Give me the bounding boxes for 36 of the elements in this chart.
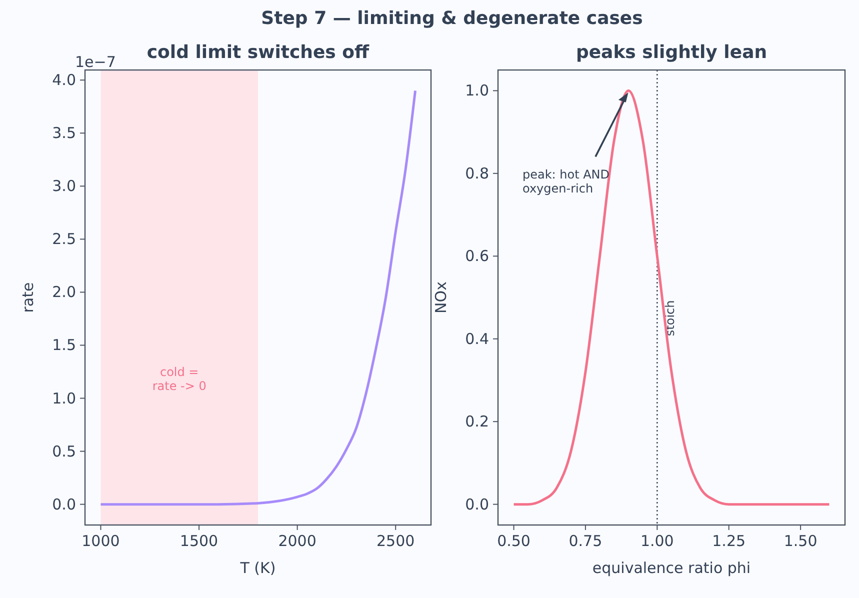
y-tick-label: 2.0 bbox=[52, 283, 76, 302]
y-tick-label: 3.5 bbox=[52, 124, 76, 142]
y-tick-label: 4.0 bbox=[52, 71, 76, 90]
chart-title: cold limit switches off bbox=[146, 42, 370, 63]
x-tick-label: 1.50 bbox=[784, 532, 818, 550]
line-series bbox=[512, 89, 830, 506]
y-tick-label: 0.8 bbox=[465, 164, 489, 182]
y-tick-label: 0.6 bbox=[465, 247, 489, 266]
text: Step 7 — limiting & degenerate cases bbox=[261, 8, 643, 29]
x-tick-label: 1.00 bbox=[640, 532, 674, 550]
y-tick-label: 1.5 bbox=[52, 336, 76, 354]
y-tick-label: 0.0 bbox=[465, 495, 489, 514]
chart-title: peaks slightly lean bbox=[576, 42, 768, 63]
band-label: cold = rate -> 0 bbox=[152, 365, 206, 393]
y-axis-title: rate bbox=[19, 282, 37, 313]
y-tick-label: 2.5 bbox=[52, 230, 76, 248]
line-series bbox=[99, 89, 417, 506]
x-tick-label: 2000 bbox=[278, 532, 316, 550]
x-tick-label: 1500 bbox=[180, 532, 218, 550]
y-axis-title: NOx bbox=[432, 281, 450, 314]
y-tick-label: 1.0 bbox=[52, 389, 76, 408]
y-tick-label: 0.0 bbox=[52, 495, 76, 514]
x-axis-title: equivalence ratio phi bbox=[592, 559, 751, 577]
x-tick-label: 0.75 bbox=[568, 532, 602, 550]
x-tick-label: 2500 bbox=[376, 532, 415, 550]
y-tick-label: 0.5 bbox=[52, 442, 76, 460]
y-tick-label: 3.0 bbox=[52, 177, 76, 196]
y-tick-label: 1.0 bbox=[465, 82, 489, 100]
x-tick-label: 1000 bbox=[82, 532, 120, 550]
y-tick-label: 0.2 bbox=[465, 412, 489, 431]
x-tick-label: 0.50 bbox=[497, 532, 530, 550]
y-tick-label: 0.4 bbox=[465, 330, 489, 348]
annotation: 1e−7 bbox=[75, 53, 116, 71]
ref-line-label: stoich bbox=[663, 300, 678, 336]
x-tick-label: 1.25 bbox=[712, 532, 746, 550]
x-axis-title: T (K) bbox=[239, 559, 276, 577]
